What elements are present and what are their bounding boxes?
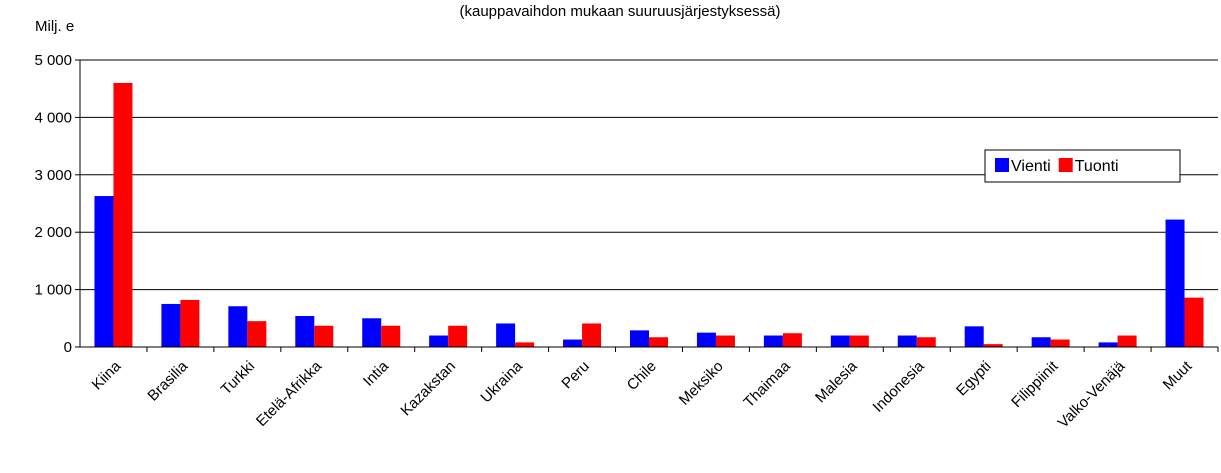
x-tick-label: Brasilia xyxy=(144,357,191,404)
bar xyxy=(897,335,917,347)
bar xyxy=(448,325,468,347)
bar xyxy=(314,325,334,347)
x-tick-label: Peru xyxy=(558,358,592,392)
x-tick-label: Muut xyxy=(1160,357,1196,393)
bar xyxy=(247,321,267,347)
bar xyxy=(916,337,936,347)
bar xyxy=(295,316,315,347)
bar xyxy=(964,326,984,347)
bar xyxy=(849,335,869,347)
x-tick-label: Kiina xyxy=(89,357,125,393)
bar xyxy=(1117,335,1137,347)
x-tick-label: Valko-Venäjä xyxy=(1055,357,1129,431)
bar xyxy=(1098,342,1118,347)
bar xyxy=(381,325,401,347)
bar xyxy=(496,323,516,347)
bar xyxy=(763,335,783,347)
bar xyxy=(649,337,668,347)
bar xyxy=(94,196,114,347)
legend-box xyxy=(984,149,1181,183)
bar xyxy=(362,318,382,347)
y-axis-label: Milj. e xyxy=(35,18,74,35)
bar xyxy=(1050,339,1070,347)
bar xyxy=(113,82,133,348)
legend-swatch xyxy=(1058,158,1073,172)
x-tick-label: Intia xyxy=(360,357,393,390)
bar xyxy=(161,303,181,347)
x-tick-label: Etelä-Afrikka xyxy=(253,357,326,430)
bar xyxy=(582,323,602,347)
bar xyxy=(180,299,200,347)
bar xyxy=(429,335,449,347)
y-tick-label: 1 000 xyxy=(34,282,72,299)
bar xyxy=(830,335,850,347)
y-tick-label: 4 000 xyxy=(34,109,72,126)
x-tick-label: Malesia xyxy=(812,357,861,406)
y-tick-label: 0 xyxy=(64,339,72,356)
bar xyxy=(983,344,1003,347)
x-tick-label: Kazakstan xyxy=(397,358,459,420)
bar xyxy=(782,333,802,347)
x-tick-label: Indonesia xyxy=(870,357,928,415)
bar xyxy=(696,332,716,347)
legend-swatch xyxy=(995,158,1009,172)
y-tick-label: 5 000 xyxy=(34,52,72,69)
bar xyxy=(515,342,535,347)
bar xyxy=(1031,337,1051,347)
legend-label: Tuonti xyxy=(1075,158,1119,175)
bar xyxy=(228,306,248,347)
chart-subtitle: (kauppavaihdon mukaan suuruusjärjestykse… xyxy=(459,3,780,20)
legend-label: Vienti xyxy=(1011,158,1051,175)
x-tick-label: Chile xyxy=(624,358,660,394)
y-tick-label: 2 000 xyxy=(34,224,72,241)
x-tick-label: Meksiko xyxy=(676,358,727,409)
bar xyxy=(1165,219,1185,347)
x-tick-label: Thaimaa xyxy=(740,357,794,411)
x-tick-label: Turkki xyxy=(218,358,259,399)
y-tick-label: 3 000 xyxy=(34,167,72,184)
bar xyxy=(1184,297,1204,347)
bar xyxy=(630,330,649,347)
bar xyxy=(715,335,735,347)
x-tick-label: Filippiinit xyxy=(1008,357,1062,411)
x-tick-label: Egypti xyxy=(953,358,995,400)
x-tick-label: Ukraina xyxy=(477,357,526,406)
bar xyxy=(563,339,583,347)
